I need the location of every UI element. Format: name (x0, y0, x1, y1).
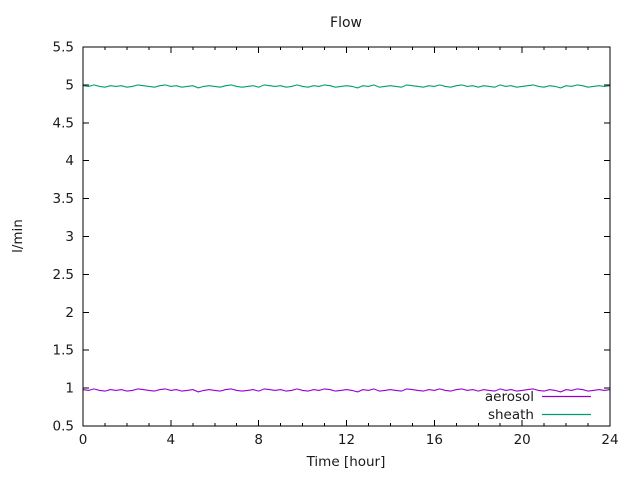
series-line-aerosol (82, 388, 611, 393)
x-tick-label: 4 (167, 432, 176, 448)
y-tick-label: 4 (65, 153, 74, 169)
legend-label-sheath: sheath (488, 407, 534, 423)
y-tick-label: 4.5 (53, 115, 74, 131)
chart-title: Flow (330, 15, 362, 31)
y-tick-label: 0.5 (53, 419, 74, 435)
y-tick-label: 2.5 (53, 267, 74, 283)
legend: aerosol sheath (485, 389, 591, 423)
y-tick-label: 3 (65, 229, 74, 245)
x-tick-label: 0 (79, 432, 88, 448)
y-tick-label: 5 (65, 77, 74, 93)
legend-label-aerosol: aerosol (485, 389, 534, 405)
x-axis-label: Time [hour] (306, 454, 386, 470)
y-axis-label: l/min (10, 219, 26, 253)
y-tick-label: 1.5 (53, 343, 74, 359)
series-lines (82, 84, 611, 393)
x-tick-label: 24 (601, 432, 618, 448)
x-tick-label: 8 (254, 432, 263, 448)
y-tick-label: 3.5 (53, 191, 74, 207)
x-tick-label: 16 (426, 432, 443, 448)
plot-border (82, 46, 611, 427)
axis-ticks (82, 46, 611, 427)
tick-labels: 0 4 8 12 16 20 24 0.5 1 1.5 2 2.5 3 3.5 4 4.5 5 5.5 (53, 40, 619, 449)
x-tick-label: 12 (338, 432, 355, 448)
y-tick-label: 5.5 (53, 40, 74, 56)
y-tick-label: 2 (65, 305, 74, 321)
x-tick-label: 20 (514, 432, 531, 448)
series-line-sheath (82, 84, 611, 89)
y-tick-label: 1 (65, 381, 74, 397)
